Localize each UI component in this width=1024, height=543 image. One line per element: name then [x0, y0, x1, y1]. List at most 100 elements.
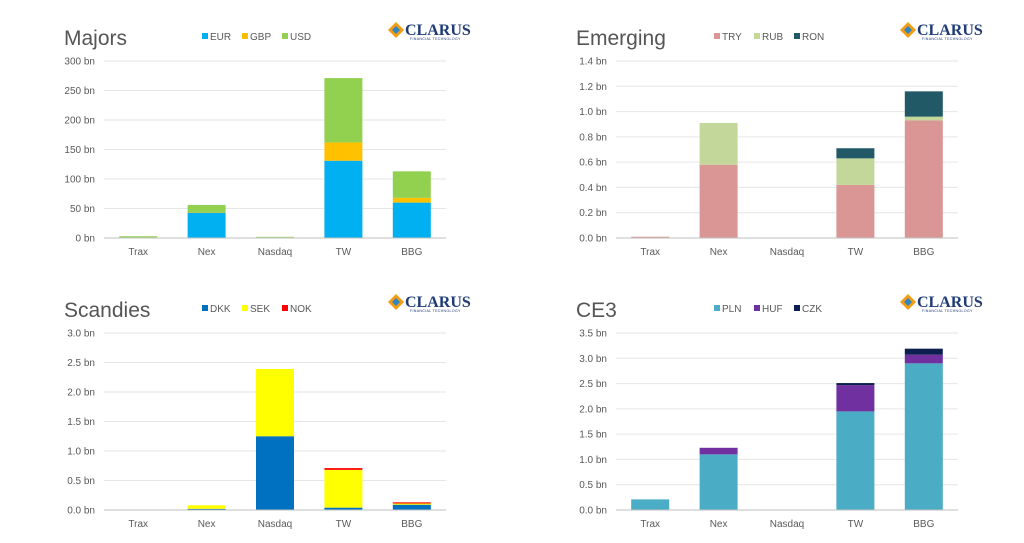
chart-emerging-x-tick-label: BBG [913, 247, 934, 258]
chart-ce3-legend-label-pln: PLN [722, 304, 741, 315]
chart-ce3-y-tick-label: 3.0 bn [579, 354, 607, 365]
chart-panel-majors: Majors EUR GBP USD CLARUS FINANCIAL TECHNOLOG… [0, 0, 512, 271]
chart-ce3-bar-nex-pln [699, 454, 738, 510]
chart-ce3-legend-label-huf: HUF [762, 304, 783, 315]
chart-ce3-bar-bbg-czk [904, 348, 943, 355]
chart-majors-bar-bbg-gbp [392, 197, 431, 203]
chart-ce3-x-tick-label: TW [848, 519, 864, 530]
chart-emerging-bar-nex-try [699, 164, 738, 238]
chart-scandies-x-tick-label: Trax [128, 519, 148, 530]
chart-ce3-legend-swatch-pln [714, 305, 720, 311]
chart-emerging-y-tick-label: 1.2 bn [579, 82, 607, 93]
chart-emerging-title: Emerging [576, 27, 666, 50]
chart-majors-bar-tw-gbp [324, 142, 363, 161]
chart-majors-x-tick-label: TW [336, 247, 352, 258]
chart-scandies-y-tick-label: 3.0 bn [67, 329, 95, 340]
chart-majors-bar-nasdaq-usd [256, 236, 294, 238]
chart-emerging-bar-bbg-rub [904, 116, 943, 121]
chart-scandies-y-tick-label: 0.5 bn [67, 476, 95, 487]
chart-ce3-x-tick-label: Nex [710, 519, 728, 530]
chart-majors-x-tick-label: Nasdaq [258, 247, 292, 258]
chart-majors-bar-trax-usd [119, 236, 158, 238]
chart-emerging-bar-bbg-ron [904, 91, 943, 117]
chart-emerging-y-tick-label: 0.6 bn [579, 158, 607, 169]
chart-ce3-x-tick-label: Trax [640, 519, 660, 530]
chart-ce3-y-tick-label: 3.5 bn [579, 329, 607, 340]
chart-scandies-y-tick-label: 0.0 bn [67, 506, 95, 517]
chart-scandies-title: Scandies [64, 299, 150, 322]
chart-ce3-legend-label-czk: CZK [802, 304, 822, 315]
chart-scandies-x-tick-label: BBG [401, 519, 422, 530]
chart-majors-y-tick-label: 150 bn [64, 145, 95, 156]
chart-majors-bar-nex-eur [187, 212, 226, 238]
chart-ce3-y-tick-label: 0.0 bn [579, 506, 607, 517]
chart-panel-emerging: Emerging TRY RUB RON CLARUS FINANCIAL TECHNOL… [512, 0, 1024, 271]
chart-scandies-legend-label-sek: SEK [250, 304, 270, 315]
logo-tagline: FINANCIAL TECHNOLOGY [922, 309, 973, 313]
chart-ce3-title: CE3 [576, 299, 617, 322]
chart-majors-bar-bbg-usd [392, 171, 431, 198]
chart-majors-legend-label-gbp: GBP [250, 32, 271, 43]
chart-ce3-y-tick-label: 2.5 bn [579, 379, 607, 390]
chart-emerging-legend-swatch-ron [794, 33, 800, 39]
chart-ce3-y-tick-label: 2.0 bn [579, 404, 607, 415]
chart-scandies-x-tick-label: Nasdaq [258, 519, 292, 530]
chart-majors-y-tick-label: 100 bn [64, 175, 95, 186]
chart-ce3-y-tick-label: 1.0 bn [579, 455, 607, 466]
chart-scandies-bar-nex-sek [187, 505, 226, 509]
chart-scandies-legend-swatch-dkk [202, 305, 208, 311]
chart-majors-y-tick-label: 50 bn [70, 204, 95, 215]
chart-ce3-x-tick-label: Nasdaq [770, 519, 804, 530]
chart-scandies-legend-label-dkk: DKK [210, 304, 231, 315]
chart-emerging-x-tick-label: Trax [640, 247, 660, 258]
chart-scandies-x-tick-label: TW [336, 519, 352, 530]
chart-emerging-bar-tw-rub [836, 158, 875, 185]
logo-wordmark: CLARUS [405, 294, 471, 311]
chart-emerging-legend-label-ron: RON [802, 32, 824, 43]
logo-tagline: FINANCIAL TECHNOLOGY [410, 309, 461, 313]
chart-ce3-bar-trax-pln [631, 499, 670, 510]
chart-scandies-y-tick-label: 2.0 bn [67, 388, 95, 399]
chart-majors-legend-label-usd: USD [290, 32, 311, 43]
chart-emerging-y-tick-label: 0.2 bn [579, 208, 607, 219]
chart-scandies-y-tick-label: 2.5 bn [67, 358, 95, 369]
chart-ce3-legend-swatch-czk [794, 305, 800, 311]
chart-emerging-bar-tw-try [836, 184, 875, 238]
chart-majors-x-tick-label: BBG [401, 247, 422, 258]
chart-scandies-bar-nasdaq-dkk [256, 436, 294, 510]
chart-majors-legend-swatch-eur [202, 33, 208, 39]
chart-panel-ce3: CE3 PLN HUF CZK CLARUS FINANCIAL TECHNOLOGY 0.… [512, 272, 1024, 543]
chart-emerging-x-tick-label: Nasdaq [770, 247, 804, 258]
chart-emerging-y-tick-label: 0.8 bn [579, 132, 607, 143]
chart-emerging-bar-nex-rub [699, 122, 738, 165]
chart-emerging-y-tick-label: 1.0 bn [579, 107, 607, 118]
chart-majors-bar-tw-usd [324, 78, 363, 143]
chart-ce3-bar-bbg-pln [904, 363, 943, 510]
chart-majors-x-tick-label: Trax [128, 247, 148, 258]
chart-majors-title: Majors [64, 27, 127, 50]
chart-majors-y-tick-label: 200 bn [64, 116, 95, 127]
chart-scandies-y-tick-label: 1.0 bn [67, 447, 95, 458]
chart-scandies-x-tick-label: Nex [198, 519, 216, 530]
chart-emerging-x-tick-label: TW [848, 247, 864, 258]
chart-emerging-legend-label-try: TRY [722, 32, 742, 43]
chart-emerging-bar-trax-try [631, 236, 670, 238]
chart-ce3-bar-tw-pln [836, 411, 875, 510]
logo-wordmark: CLARUS [917, 22, 983, 39]
chart-scandies-bar-tw-dkk [324, 507, 363, 510]
chart-ce3-bar-tw-huf [836, 385, 875, 412]
chart-scandies-bar-tw-nok [324, 468, 363, 470]
logo-wordmark: CLARUS [405, 22, 471, 39]
chart-scandies-legend-swatch-sek [242, 305, 248, 311]
chart-emerging-bar-tw-ron [836, 148, 875, 159]
chart-majors-y-tick-label: 300 bn [64, 57, 95, 68]
chart-scandies-legend-label-nok: NOK [290, 304, 312, 315]
chart-emerging-legend-swatch-rub [754, 33, 760, 39]
chart-emerging-legend-swatch-try [714, 33, 720, 39]
chart-emerging-bar-bbg-try [904, 120, 943, 238]
chart-emerging-legend-label-rub: RUB [762, 32, 783, 43]
logo-wordmark: CLARUS [917, 294, 983, 311]
